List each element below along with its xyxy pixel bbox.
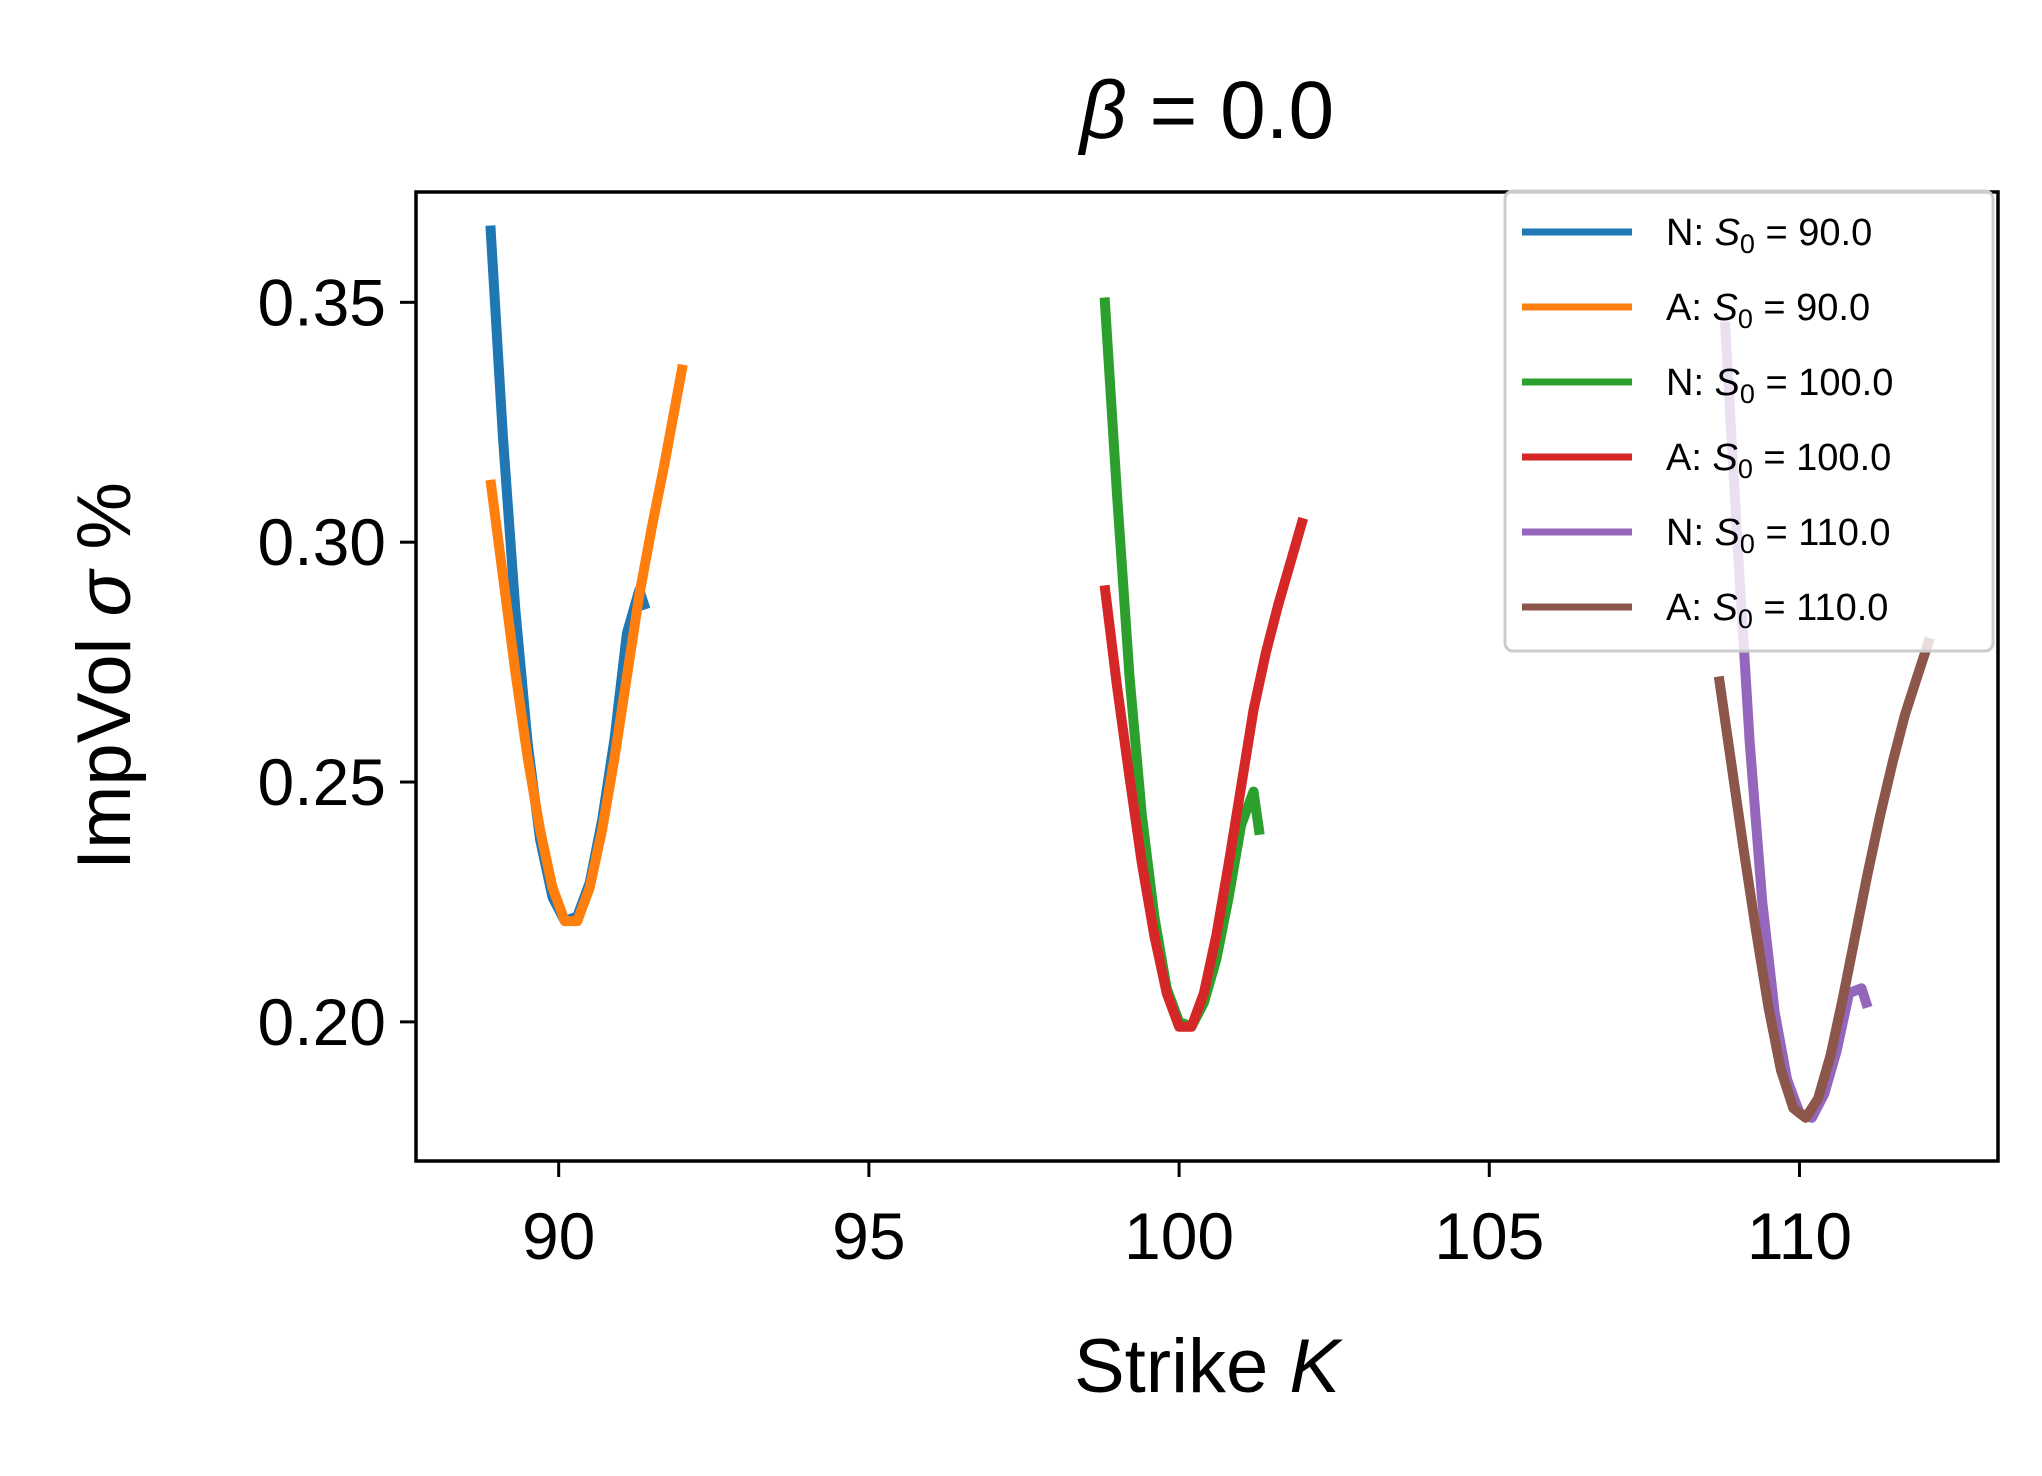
legend-frame (1503, 189, 1995, 653)
y-tick-label: 0.30 (258, 505, 386, 579)
plot-frame (414, 190, 2000, 1163)
legend-entries: N: S0 = 90.0 A: S0 = 90.0 N: S0 = 100.0 A: … (1522, 212, 1893, 634)
y-tick-label: 0.35 (258, 265, 386, 339)
x-tick-label: 100 (1124, 1199, 1234, 1273)
x-axis-ticks: 90 95 100 105 110 (522, 1161, 1852, 1273)
legend-label: N: S0 = 110.0 (1666, 512, 1891, 559)
y-tick-label: 0.25 (258, 745, 386, 819)
chart-title: β = 0.0 (1078, 65, 1334, 156)
legend-label: A: S0 = 90.0 (1666, 287, 1870, 334)
series-line-2 (485, 363, 688, 927)
series-line-3 (1099, 297, 1265, 1032)
x-tick-label: 90 (522, 1199, 595, 1273)
y-tick-label: 0.20 (258, 985, 386, 1059)
series-layer (485, 225, 1935, 1123)
series-line-4 (1099, 516, 1309, 1032)
legend-label: N: S0 = 90.0 (1666, 212, 1872, 259)
y-axis-label: ImpVol σ % (62, 482, 147, 870)
legend-label: A: S0 = 110.0 (1666, 587, 1888, 634)
legend-label: N: S0 = 100.0 (1666, 362, 1893, 409)
y-axis-ticks: 0.20 0.25 0.30 0.35 (258, 265, 416, 1059)
series-line-1 (485, 225, 651, 927)
legend: N: S0 = 90.0 A: S0 = 90.0 N: S0 = 100.0 A: … (1503, 189, 1995, 653)
x-axis-label: Strike K (1074, 1324, 1343, 1409)
x-tick-label: 110 (1747, 1199, 1852, 1273)
x-tick-label: 95 (832, 1199, 905, 1273)
x-tick-label: 105 (1434, 1199, 1544, 1273)
legend-label: A: S0 = 100.0 (1666, 437, 1891, 484)
series-line-6 (1713, 636, 1935, 1123)
